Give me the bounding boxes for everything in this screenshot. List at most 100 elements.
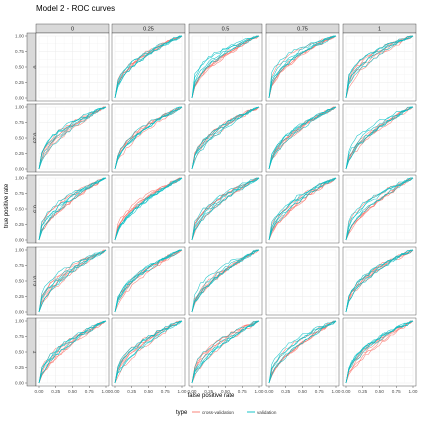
roc-curve-validation bbox=[114, 320, 183, 384]
roc-curve-validation bbox=[114, 35, 182, 99]
y-tick-label: 0.25 bbox=[15, 294, 24, 299]
roc-curve-validation bbox=[114, 320, 183, 384]
y-tick-label: 0.50 bbox=[15, 65, 24, 70]
facet-panel bbox=[342, 246, 417, 316]
roc-curve-validation bbox=[191, 106, 260, 170]
roc-curve-validation bbox=[268, 35, 336, 99]
roc-curve-cross-validation bbox=[345, 320, 413, 384]
row-strip-label: 0.75 bbox=[32, 276, 38, 287]
roc-curve-cross-validation bbox=[191, 320, 260, 384]
facet-panel bbox=[188, 317, 263, 387]
row-strip-label: 0.25 bbox=[32, 133, 38, 144]
y-tick-label: 0.50 bbox=[15, 207, 24, 212]
roc-curve-validation bbox=[345, 320, 414, 384]
facet-panel bbox=[188, 103, 263, 173]
facet-panel bbox=[111, 32, 186, 102]
x-tick-label: 0.25 bbox=[204, 389, 213, 394]
x-tick-label: 0.75 bbox=[85, 389, 94, 394]
y-tick-label: 0.00 bbox=[15, 310, 24, 315]
roc-curve-validation bbox=[38, 177, 107, 241]
roc-curve-validation bbox=[268, 320, 336, 384]
roc-curve-validation bbox=[38, 106, 107, 170]
y-tick-label: 1.00 bbox=[15, 319, 24, 324]
roc-curve-validation bbox=[191, 106, 260, 170]
roc-curve-validation bbox=[114, 320, 183, 384]
roc-curve-validation bbox=[268, 106, 337, 170]
x-tick-label: 0.00 bbox=[35, 389, 44, 394]
roc-curve-validation bbox=[191, 177, 260, 241]
legend-label: validation bbox=[257, 410, 277, 415]
y-tick-label: 0.75 bbox=[15, 120, 24, 125]
y-tick-label: 0.50 bbox=[15, 279, 24, 284]
y-tick-label: 0.50 bbox=[15, 350, 24, 355]
roc-curve-validation bbox=[191, 35, 259, 99]
x-tick-label: 0.75 bbox=[161, 389, 170, 394]
legend-title: type bbox=[176, 410, 188, 416]
row-strip-label: 0.5 bbox=[32, 205, 38, 213]
y-tick-label: 0.75 bbox=[15, 334, 24, 339]
roc-curve-cross-validation bbox=[191, 320, 260, 384]
roc-curve-validation bbox=[38, 177, 106, 241]
y-tick-label: 0.75 bbox=[15, 49, 24, 54]
y-tick-label: 0.75 bbox=[15, 191, 24, 196]
facet-panel bbox=[342, 103, 417, 173]
x-tick-label: 0.50 bbox=[221, 389, 230, 394]
x-tick-label: 0.50 bbox=[375, 389, 384, 394]
y-tick-label: 0.25 bbox=[15, 222, 24, 227]
roc-curve-cross-validation bbox=[268, 320, 337, 384]
x-tick-label: 0.50 bbox=[298, 389, 307, 394]
roc-curve-validation bbox=[345, 35, 414, 99]
roc-curve-cross-validation bbox=[191, 249, 260, 313]
x-tick-label: 0.00 bbox=[188, 389, 197, 394]
roc-curve-validation bbox=[114, 177, 183, 241]
y-tick-label: 1.00 bbox=[15, 248, 24, 253]
y-tick-label: 1.00 bbox=[15, 34, 24, 39]
roc-curve-validation bbox=[114, 106, 182, 170]
facet-panel bbox=[111, 103, 186, 173]
column-strip-label: 0 bbox=[71, 27, 74, 33]
roc-curve-validation bbox=[268, 320, 337, 384]
roc-curve-validation bbox=[345, 106, 414, 170]
x-tick-label: 1.00 bbox=[332, 389, 341, 394]
roc-curve-validation bbox=[114, 177, 183, 241]
facet-panel bbox=[35, 246, 110, 316]
facet-panel bbox=[265, 103, 340, 173]
legend: type cross-validation validation bbox=[176, 410, 277, 416]
roc-curve-validation bbox=[191, 249, 259, 313]
roc-curve-validation bbox=[268, 106, 337, 170]
roc-curve-validation bbox=[268, 35, 337, 99]
roc-curve-validation bbox=[345, 177, 414, 241]
roc-curve-validation bbox=[191, 320, 260, 384]
x-axis-title: false positive rate bbox=[188, 393, 235, 399]
roc-curve-validation bbox=[114, 320, 183, 384]
roc-curve-cross-validation bbox=[268, 106, 337, 170]
x-tick-label: 0.75 bbox=[392, 389, 401, 394]
roc-curve-validation bbox=[191, 249, 260, 313]
row-strip-label: 0 bbox=[32, 65, 38, 68]
roc-curve-validation bbox=[191, 106, 260, 170]
roc-curve-cross-validation bbox=[268, 35, 337, 99]
roc-curve-validation bbox=[38, 177, 107, 241]
roc-curve-validation bbox=[191, 35, 260, 99]
facet-panel bbox=[35, 32, 110, 102]
roc-curve-cross-validation bbox=[345, 35, 414, 99]
roc-curve-cross-validation bbox=[268, 177, 337, 241]
roc-curve-validation bbox=[345, 106, 414, 170]
roc-curve-validation bbox=[345, 35, 414, 99]
x-tick-label: 0.50 bbox=[68, 389, 77, 394]
roc-curve-validation bbox=[38, 249, 107, 313]
y-tick-label: 0.25 bbox=[15, 365, 24, 370]
x-tick-label: 0.75 bbox=[315, 389, 324, 394]
roc-curve-cross-validation bbox=[191, 177, 260, 241]
facet-panel bbox=[35, 103, 110, 173]
roc-curve-validation bbox=[114, 106, 183, 170]
y-tick-label: 0.00 bbox=[15, 96, 24, 101]
roc-curve-cross-validation bbox=[191, 106, 260, 170]
facet-panel bbox=[188, 174, 263, 244]
roc-curve-validation bbox=[191, 35, 260, 99]
x-tick-label: 1.00 bbox=[178, 389, 187, 394]
facet-panel bbox=[35, 317, 110, 387]
roc-curve-validation bbox=[191, 35, 260, 99]
